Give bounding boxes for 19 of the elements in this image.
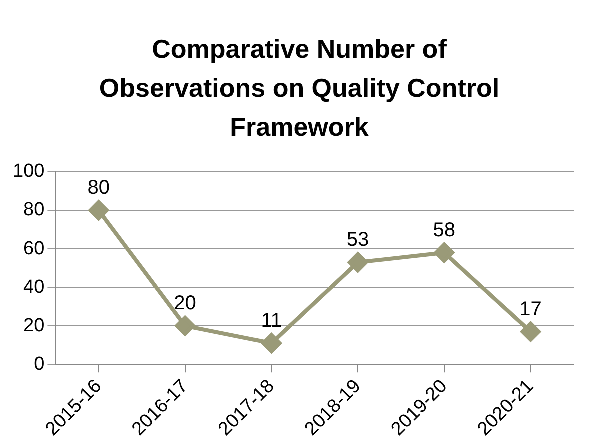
data-label: 80 bbox=[88, 177, 110, 200]
point bbox=[88, 200, 109, 221]
data-label: 11 bbox=[261, 310, 282, 332]
y-tick-label: 100 bbox=[13, 161, 45, 182]
y-tick-label: 40 bbox=[24, 276, 45, 298]
point bbox=[348, 252, 368, 273]
y-tick-label: 60 bbox=[24, 238, 45, 260]
point bbox=[175, 316, 196, 336]
chart-title: Comparative Number of Observations on Quality Control Framework bbox=[98, 33, 501, 144]
data-label: 17 bbox=[520, 298, 542, 320]
data-label: 20 bbox=[174, 292, 196, 315]
point bbox=[434, 242, 454, 263]
point bbox=[520, 322, 541, 342]
point bbox=[262, 333, 282, 354]
data-label: 58 bbox=[433, 219, 456, 242]
y-tick-label: 20 bbox=[24, 315, 45, 336]
data-label: 53 bbox=[346, 229, 370, 252]
y-tick-label: 80 bbox=[24, 200, 45, 221]
y-tick-label: 0 bbox=[34, 354, 45, 375]
